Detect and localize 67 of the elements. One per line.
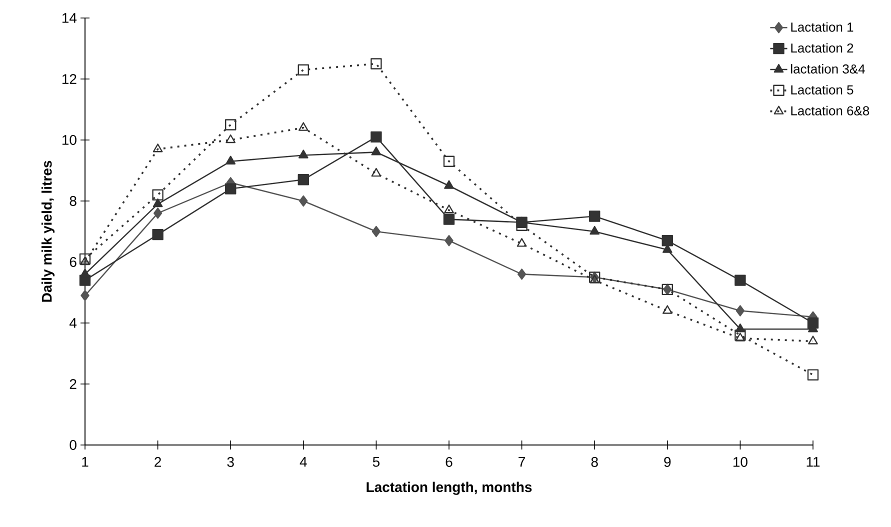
point [298, 122, 308, 131]
point [734, 330, 746, 341]
point [735, 332, 746, 342]
x-tick-label: 10 [733, 457, 748, 467]
y-tick-label: 4 [70, 318, 77, 328]
point [152, 144, 163, 152]
point [80, 290, 90, 302]
point [371, 168, 382, 177]
point [298, 64, 310, 76]
x-tick-label: 9 [664, 457, 671, 467]
y-axis-title: Daily milk yield, litres [41, 160, 55, 302]
legend-label: Lactation 6&8 [791, 106, 870, 116]
point [152, 198, 163, 208]
point [517, 268, 526, 280]
point [372, 226, 381, 238]
y-tick-label: 6 [70, 257, 76, 267]
point [662, 305, 672, 314]
x-axis-title: Lactation length, months [366, 482, 532, 495]
y-tick-label: 10 [62, 135, 76, 145]
point [443, 156, 455, 167]
x-tick-label: 7 [518, 457, 525, 467]
point [79, 253, 91, 265]
y-tick-label: 2 [70, 379, 76, 389]
legend-label: lactation 3&4 [791, 64, 865, 74]
x-tick-label: 5 [372, 457, 380, 467]
point [734, 274, 746, 286]
point [225, 183, 236, 194]
point [444, 235, 454, 246]
point [443, 214, 455, 225]
x-tick-label: 11 [806, 457, 820, 467]
y-tick-label: 8 [70, 196, 76, 206]
point [152, 189, 164, 200]
point [370, 58, 382, 70]
point [226, 156, 236, 164]
x-tick-label: 6 [446, 457, 452, 467]
point [444, 180, 454, 189]
point [298, 174, 310, 186]
point [516, 238, 527, 247]
x-tick-label: 1 [82, 457, 88, 467]
point [662, 235, 673, 246]
point [444, 204, 454, 214]
point [589, 210, 600, 222]
point [736, 305, 745, 316]
x-tick-label: 3 [227, 457, 234, 467]
legend-label: Lactation 5 [791, 84, 854, 94]
point [371, 146, 382, 156]
y-tick-label: 14 [62, 13, 77, 23]
x-tick-label: 8 [591, 457, 598, 467]
point [590, 274, 600, 284]
point [808, 336, 818, 344]
point [807, 369, 819, 380]
point [298, 150, 308, 158]
x-tick-label: 2 [154, 457, 162, 467]
point [516, 220, 528, 231]
point [80, 256, 90, 266]
point [225, 119, 236, 130]
point [226, 134, 236, 144]
y-tick-label: 12 [62, 74, 76, 84]
point [153, 208, 162, 219]
legend-label: Lactation 2 [791, 43, 854, 53]
point [152, 228, 164, 240]
point [299, 195, 308, 207]
x-tick-label: 4 [300, 457, 307, 467]
y-tick-label: 0 [70, 440, 76, 450]
point [370, 131, 382, 143]
legend-label: Lactation 1 [791, 22, 854, 32]
point [590, 226, 600, 235]
